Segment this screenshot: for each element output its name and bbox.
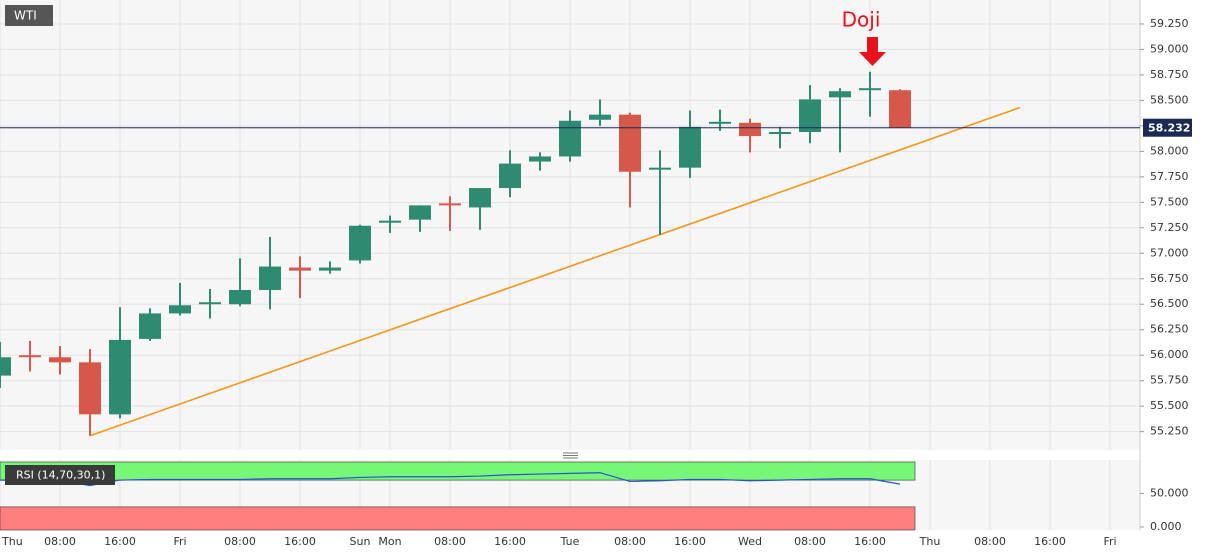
- x-tick-label: Tue: [560, 535, 580, 548]
- x-tick-label: 08:00: [44, 535, 76, 548]
- x-tick-label: 16:00: [494, 535, 526, 548]
- candle-body: [349, 225, 371, 261]
- candle-body: [619, 114, 641, 172]
- x-tick-label: Fri: [173, 535, 186, 548]
- candle-body: [529, 156, 551, 162]
- x-tick-label: 16:00: [284, 535, 316, 548]
- oversold-zone: [0, 506, 916, 531]
- annotation: Doji: [842, 8, 881, 32]
- x-tick-label: 08:00: [614, 535, 646, 548]
- candle-body: [79, 362, 101, 415]
- x-tick-label: 16:00: [854, 535, 886, 548]
- pane-separator[interactable]: [563, 452, 578, 459]
- y-tick-label: 57.750: [1150, 170, 1189, 183]
- candle-body: [679, 126, 701, 168]
- y-tick-label: 59.250: [1150, 17, 1189, 30]
- x-tick-label: Sun: [350, 535, 371, 548]
- candle-body: [139, 313, 161, 339]
- candle-body: [49, 357, 71, 363]
- candle-body: [439, 203, 461, 206]
- candle-body: [199, 302, 221, 305]
- candle-body: [229, 289, 251, 305]
- y-tick-label: 59.000: [1150, 42, 1189, 55]
- candle-body: [289, 267, 311, 271]
- y-tick-label: 57.000: [1150, 246, 1189, 259]
- y-tick-label: 56.500: [1150, 297, 1189, 310]
- candle-body: [469, 188, 491, 208]
- x-tick-label: 16:00: [674, 535, 706, 548]
- candle-body: [109, 339, 131, 415]
- trendline: [89, 106, 1021, 437]
- annotation-arrow: [859, 37, 886, 66]
- last-price-badge: [1143, 118, 1192, 137]
- y-tick-label: 58.750: [1150, 68, 1189, 81]
- y-tick-label: 56.750: [1150, 272, 1189, 285]
- candle-body: [0, 357, 11, 376]
- last-price-label: 58.232: [1148, 122, 1190, 135]
- candle-body: [889, 90, 911, 128]
- candle-body: [379, 220, 401, 223]
- candle-body: [559, 120, 581, 157]
- candle-body: [259, 266, 281, 290]
- x-tick-label: Mon: [378, 535, 401, 548]
- rsi-label: RSI (14,70,30,1): [16, 469, 105, 482]
- y-tick-label: 50.000: [1150, 486, 1189, 499]
- y-tick-label: 58.500: [1150, 93, 1189, 106]
- symbol-badge: [5, 5, 53, 26]
- candle-body: [799, 99, 821, 132]
- y-tick-label: 55.500: [1150, 399, 1189, 412]
- y-tick-label: 56.250: [1150, 323, 1189, 336]
- x-tick-label: 16:00: [1034, 535, 1066, 548]
- x-tick-label: 16:00: [104, 535, 136, 548]
- y-tick-label: 55.250: [1150, 425, 1189, 438]
- candle-body: [859, 88, 881, 91]
- candle-body: [739, 122, 761, 137]
- y-tick-label: 55.750: [1150, 374, 1189, 387]
- candle-body: [709, 121, 731, 124]
- x-tick-label: Thu: [919, 535, 941, 548]
- x-tick-label: 08:00: [434, 535, 466, 548]
- candle-body: [169, 305, 191, 314]
- candle-body: [499, 163, 521, 189]
- candle-body: [19, 355, 41, 358]
- candle-body: [589, 114, 611, 120]
- symbol-label: WTI: [14, 9, 37, 23]
- x-tick-label: Thu: [1, 535, 23, 548]
- x-tick-label: Fri: [1103, 535, 1116, 548]
- rsi-line: [0, 472, 901, 487]
- x-tick-label: 08:00: [224, 535, 256, 548]
- y-tick-label: 0.000: [1150, 520, 1182, 533]
- y-tick-label: 56.000: [1150, 348, 1189, 361]
- candle-body: [649, 167, 671, 170]
- candle-body: [829, 91, 851, 98]
- candle-body: [769, 131, 791, 135]
- y-tick-label: 57.500: [1150, 195, 1189, 208]
- y-tick-label: 57.250: [1150, 221, 1189, 234]
- x-tick-label: Wed: [738, 535, 762, 548]
- rsi-badge: [5, 465, 115, 485]
- y-tick-label: 58.000: [1150, 144, 1189, 157]
- candle-body: [409, 205, 431, 220]
- candle-body: [319, 267, 341, 271]
- x-tick-label: 08:00: [974, 535, 1006, 548]
- x-tick-label: 08:00: [794, 535, 826, 548]
- overbought-zone: [0, 461, 916, 481]
